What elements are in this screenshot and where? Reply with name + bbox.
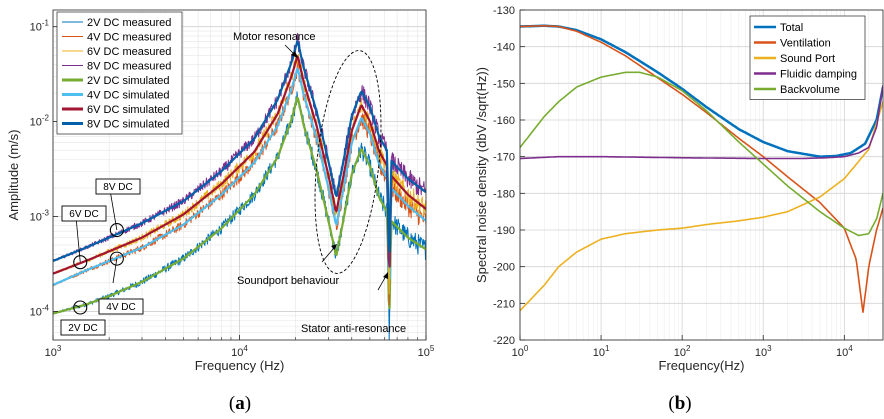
series-line-8v-dc-simulated	[53, 40, 426, 263]
x-tick-label: 101	[593, 344, 610, 359]
y-tick-label: 10-3	[30, 209, 50, 224]
y-tick-label: -210	[493, 298, 515, 310]
voltage-marker: 4V DC	[98, 251, 144, 315]
x-tick-label: 103	[45, 344, 62, 359]
marker-label: 2V DC	[68, 323, 97, 334]
legend-entry: 8V DC simulated	[87, 119, 170, 131]
series-line-sound-port	[520, 101, 883, 312]
series-line-6v-dc-simulated	[53, 55, 426, 275]
annotation-soundport: Soundport behaviour	[237, 275, 339, 287]
y-axis-label: Amplitude (m/s)	[6, 129, 21, 220]
panel-a-label: (a)	[229, 393, 251, 414]
legend-entry: 2V DC measured	[87, 17, 171, 29]
x-tick-label: 105	[418, 344, 435, 359]
y-tick-label: -190	[493, 225, 515, 237]
x-axis-label: Frequency(Hz)	[659, 358, 745, 373]
y-tick-label: -160	[493, 115, 515, 127]
y-tick-label: 10-4	[30, 303, 50, 318]
marker-label-box	[60, 319, 106, 336]
legend-entry: 4V DC simulated	[87, 90, 170, 102]
x-axis-label: Frequency (Hz)	[195, 358, 285, 373]
legend: 2V DC measured 4V DC measured 6V DC measur…	[56, 11, 183, 135]
marker-circle	[109, 251, 124, 266]
series-line-4v-dc-simulated	[53, 67, 426, 287]
y-tick-label: 10-1	[30, 19, 50, 34]
marker-circle	[73, 300, 88, 315]
annotation-stator: Stator anti-resonance	[301, 323, 406, 335]
soundport-ellipse	[314, 50, 382, 274]
marker-label: 6V DC	[69, 209, 98, 220]
y-tick-label: -170	[493, 152, 515, 164]
y-tick-label: -130	[493, 5, 515, 17]
panel-b-curves	[520, 24, 883, 313]
panel-a-chart: 103 104 105 10-4 10-3 10-2 10-1 Frequency (Hz) A…	[6, 9, 435, 373]
x-tick-label: 104	[836, 344, 853, 359]
x-tick-label: 100	[512, 344, 529, 359]
y-tick-label: -150	[493, 78, 515, 90]
legend-entry: Fluidic damping	[780, 69, 857, 81]
series-line-2v-dc-simulated	[53, 96, 426, 315]
series-line-fluidic-damping	[520, 85, 883, 160]
voltage-marker: 6V DC	[61, 205, 107, 270]
series-line-total	[520, 24, 883, 158]
marker-label-box	[61, 205, 107, 222]
voltage-marker: 8V DC	[95, 178, 141, 238]
series-line-backvolume	[520, 71, 883, 237]
legend-entry: Sound Port	[780, 53, 835, 65]
legend-entry: 2V DC simulated	[87, 75, 170, 87]
voltage-marker: 2V DC	[60, 300, 106, 336]
x-tick-label: 102	[674, 344, 691, 359]
y-tick-label: -200	[493, 262, 515, 274]
marker-circle	[73, 255, 88, 270]
panel-b-axes-box	[519, 9, 884, 341]
y-tick-label: 10-2	[30, 114, 50, 129]
x-tick-label: 103	[755, 344, 772, 359]
y-axis-label: Spectral noise density (dbV /sqrt(Hz))	[474, 67, 489, 283]
x-tick-label: 104	[231, 344, 248, 359]
marker-circle	[109, 223, 124, 238]
legend-entry: Total	[780, 22, 803, 34]
legend-entry: Backvolume	[780, 84, 840, 96]
panel-b-label: (b)	[668, 393, 691, 414]
annotation-motor-resonance: Motor resonance	[233, 31, 316, 43]
legend-entry: 6V DC simulated	[87, 104, 170, 116]
series-line-ventilation	[520, 25, 883, 313]
y-tick-label: -220	[493, 335, 515, 347]
y-tick-label: -140	[493, 42, 515, 54]
legend-entry: 8V DC measured	[87, 61, 171, 73]
marker-label: 4V DC	[106, 302, 135, 313]
y-tick-label: -180	[493, 188, 515, 200]
marker-label-box	[98, 298, 144, 315]
legend-entry: Ventilation	[780, 38, 831, 50]
marker-label: 8V DC	[103, 182, 132, 193]
legend-entry: 6V DC measured	[87, 46, 171, 58]
marker-label-box	[95, 178, 141, 195]
legend: Total Ventilation Sound Port Fluidic dampin…	[749, 15, 866, 100]
legend-entry: 4V DC measured	[87, 32, 171, 44]
panel-b-chart: 100 101 102 103 104 -220 -210 -200 -190 -180 -170 -…	[474, 5, 884, 373]
